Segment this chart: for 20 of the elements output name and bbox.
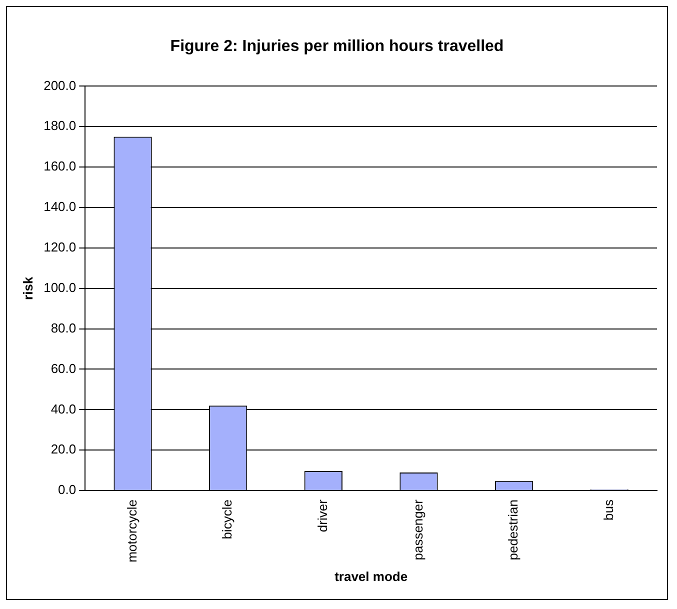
y-tick-label: 140.0 (44, 199, 76, 214)
y-tick-label: 200.0 (44, 78, 76, 93)
y-tick-label: 180.0 (44, 118, 76, 134)
y-tick-label: 80.0 (50, 320, 76, 336)
y-tick-label: 160.0 (44, 158, 76, 174)
y-tick-label: 60.0 (50, 360, 76, 376)
x-tick-label: driver (314, 498, 330, 532)
y-tick-label: 20.0 (50, 442, 76, 457)
y-axis-title: risk (20, 276, 36, 300)
x-tick-label: pedestrian (506, 500, 521, 560)
x-axis-title: travel mode (334, 568, 408, 584)
x-tick-label: bus (600, 499, 616, 521)
y-tick-label: 40.0 (50, 401, 76, 416)
y-tick-label: 120.0 (44, 240, 76, 255)
x-tick-label: bicycle (220, 500, 235, 540)
chart-title: Figure 2: Injuries per million hours travelled (170, 38, 504, 56)
y-tick-label: 100.0 (44, 280, 76, 295)
x-tick-label: passenger (410, 498, 426, 560)
y-tick-label: 0.0 (58, 482, 76, 498)
x-tick-label: motorcycle (124, 500, 140, 562)
